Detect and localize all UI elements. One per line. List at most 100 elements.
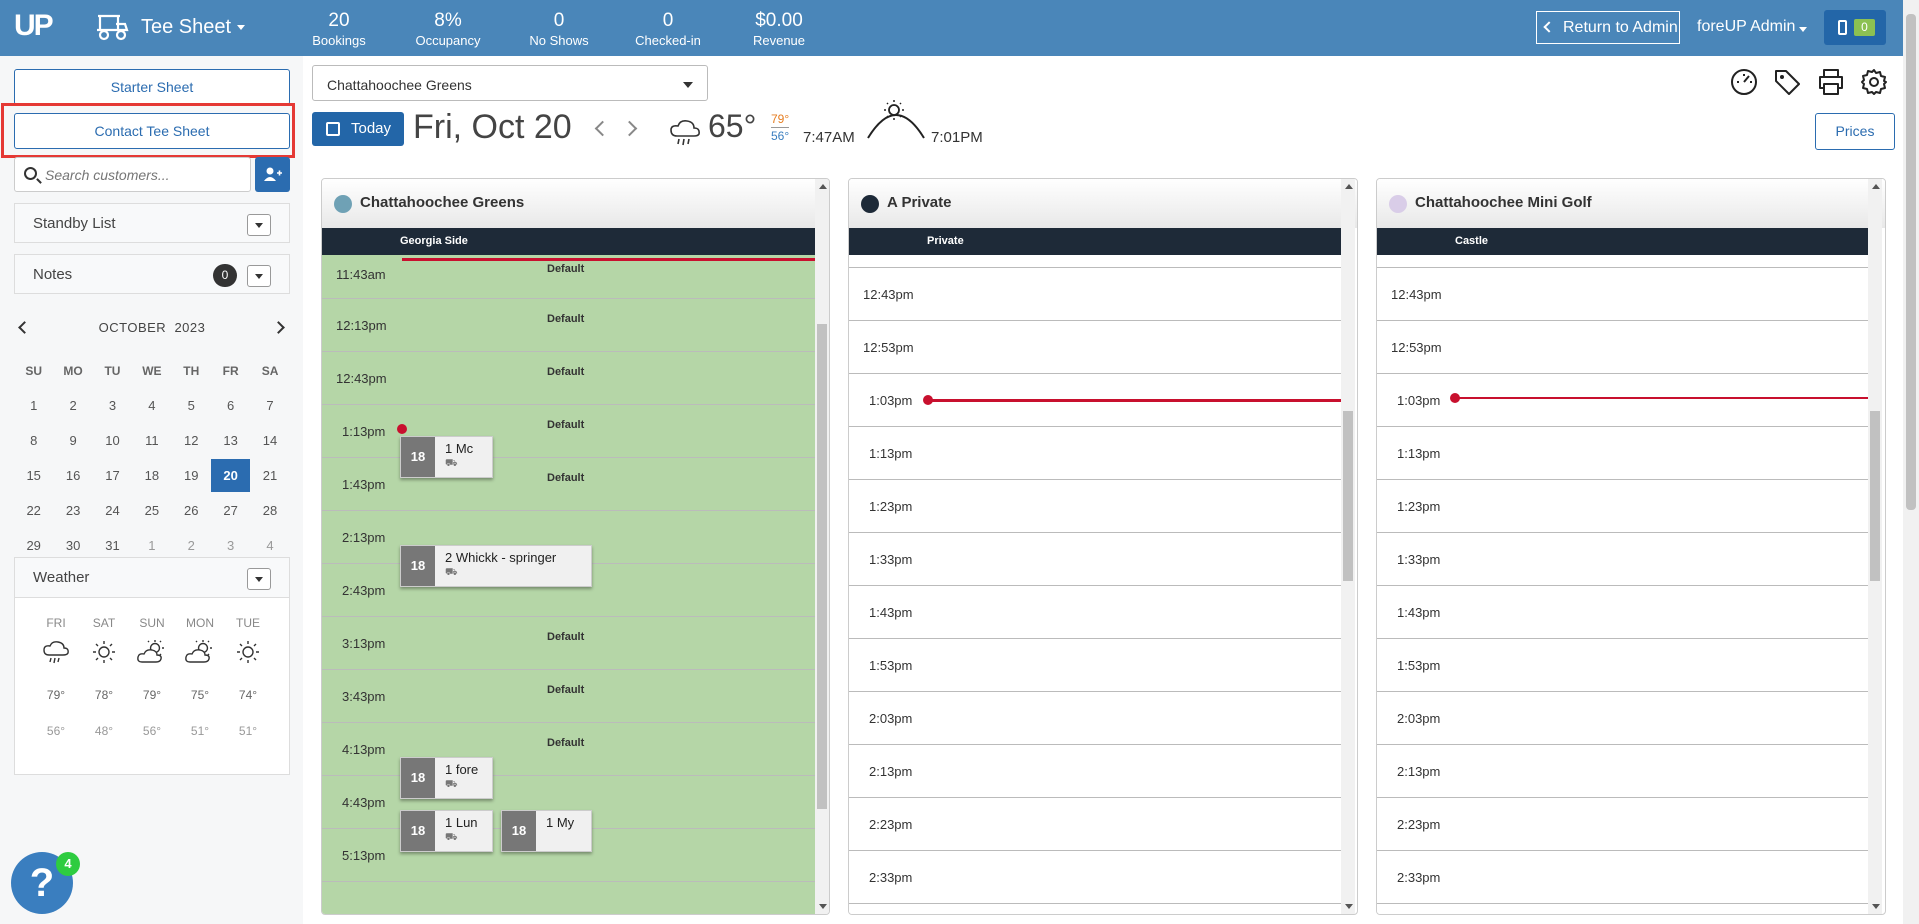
tee-time-slot[interactable]: 1:53pm	[849, 639, 1341, 692]
tee-time-slot[interactable]: 12:53pm	[1377, 321, 1868, 374]
calendar-day-selected[interactable]: 20	[210, 459, 251, 492]
search-input[interactable]	[45, 164, 245, 186]
calendar-day[interactable]: 25	[144, 503, 160, 518]
weather-header[interactable]: Weather	[15, 558, 289, 598]
calendar-day[interactable]: 12	[184, 433, 199, 448]
tee-time-slot[interactable]: 12:43pm	[849, 268, 1341, 321]
calendar-day[interactable]: 31	[105, 538, 120, 553]
contact-tee-sheet-button[interactable]: Contact Tee Sheet	[14, 113, 290, 149]
tee-time-slot[interactable]: 11:43am Default	[322, 255, 815, 299]
tee-time-slot[interactable]: 1:53pm	[1377, 639, 1868, 692]
calendar-day[interactable]: 1	[30, 398, 38, 413]
calendar-day[interactable]: 9	[69, 433, 77, 448]
scroll-up-arrow[interactable]	[819, 184, 827, 189]
tee-time-slot[interactable]: 1:33pm	[1377, 533, 1868, 586]
next-day-arrow[interactable]	[621, 120, 638, 137]
booking-card[interactable]: 18 2 Whickk - springer ⛟	[400, 545, 592, 587]
calendar-day[interactable]: 22	[26, 503, 41, 518]
calendar-day[interactable]: 8	[30, 433, 38, 448]
calendar-day[interactable]: 10	[105, 433, 120, 448]
chevron-down-icon[interactable]	[247, 265, 271, 287]
calendar-day[interactable]: 26	[184, 503, 199, 518]
tee-time-slot[interactable]: 12:43pm Default	[322, 352, 815, 405]
calendar-day[interactable]: 28	[262, 503, 278, 518]
chevron-down-icon[interactable]	[247, 568, 271, 590]
standby-list-panel[interactable]: Standby List	[14, 203, 290, 243]
booking-card[interactable]: 18 1 fore ⛟	[400, 757, 493, 799]
calendar-day-other-month[interactable]: 1	[148, 538, 156, 553]
tee-time-slot[interactable]: 2:03pm	[849, 692, 1341, 745]
notes-panel[interactable]: Notes 0	[14, 254, 290, 294]
calendar-day[interactable]: 11	[145, 433, 159, 448]
course-select[interactable]: Chattahoochee Greens	[312, 65, 708, 101]
page-scrollbar[interactable]	[1903, 0, 1919, 924]
tee-time-slot[interactable]: 1:43pm	[849, 586, 1341, 639]
starter-sheet-button[interactable]: Starter Sheet	[14, 69, 290, 105]
calendar-day[interactable]: 27	[223, 503, 238, 518]
booking-card[interactable]: 18 1 My	[501, 810, 592, 852]
scroll-up-arrow[interactable]	[1872, 184, 1880, 189]
chevron-down-icon[interactable]	[247, 214, 271, 236]
price-tag-icon[interactable]	[1772, 67, 1802, 97]
today-button[interactable]: Today	[312, 112, 404, 146]
tee-time-slot[interactable]: 2:13pm	[1377, 745, 1868, 798]
calendar-day[interactable]: 16	[65, 468, 81, 483]
calendar-day[interactable]: 14	[262, 433, 278, 448]
tee-time-slot[interactable]: 1:03pm	[1377, 374, 1868, 427]
tee-time-slot[interactable]: 2:23pm	[1377, 798, 1868, 851]
prev-day-arrow[interactable]	[594, 120, 611, 137]
tee-time-slot-partial[interactable]	[1377, 255, 1868, 268]
calendar-day-other-month[interactable]: 4	[266, 538, 274, 553]
tee-time-slot[interactable]: 1:23pm	[1377, 480, 1868, 533]
user-menu[interactable]: foreUP Admin	[1697, 18, 1796, 35]
tee-time-slot[interactable]: 2:33pm	[1377, 851, 1868, 904]
calendar-day[interactable]: 4	[148, 398, 156, 413]
scroll-thumb[interactable]	[1906, 14, 1916, 510]
tee-sheet-scrollbar[interactable]	[1868, 179, 1882, 914]
calendar-day[interactable]: 23	[65, 503, 81, 518]
tee-time-slot[interactable]: 1:13pm	[1377, 427, 1868, 480]
scroll-thumb[interactable]	[817, 324, 827, 809]
calendar-day[interactable]: 21	[262, 468, 278, 483]
tee-sheet-scrollbar[interactable]	[815, 179, 829, 914]
tee-time-slot-partial[interactable]	[849, 255, 1341, 268]
tee-time-slot[interactable]: 4:13pm Default	[322, 723, 815, 776]
dashboard-gauge-icon[interactable]	[1729, 67, 1759, 97]
calendar-day[interactable]: 3	[108, 398, 117, 413]
scroll-thumb[interactable]	[1343, 411, 1353, 581]
tee-time-slot[interactable]: 2:13pm	[849, 745, 1341, 798]
calendar-day[interactable]: 18	[144, 468, 160, 483]
calendar-day[interactable]: 30	[65, 538, 81, 553]
add-customer-button[interactable]	[255, 157, 290, 192]
scroll-down-arrow[interactable]	[819, 904, 827, 909]
mobile-notifications-button[interactable]: 0	[1824, 10, 1886, 45]
tee-time-slot[interactable]: 1:33pm	[849, 533, 1341, 586]
tee-time-slot[interactable]: 12:43pm	[1377, 268, 1868, 321]
tee-time-slot[interactable]: 3:43pm Default	[322, 670, 815, 723]
calendar-day[interactable]: 24	[105, 503, 120, 518]
return-to-admin-button[interactable]: Return to Admin	[1536, 11, 1680, 44]
printer-icon[interactable]	[1816, 67, 1846, 97]
booking-card[interactable]: 18 1 Lun ⛟	[400, 810, 493, 852]
calendar-day[interactable]: 5	[187, 398, 195, 413]
calendar-day[interactable]: 17	[105, 468, 120, 483]
calendar-day[interactable]: 2	[69, 398, 77, 413]
tee-time-slot[interactable]: 1:13pm	[849, 427, 1341, 480]
tee-sheet-scrollbar[interactable]	[1341, 179, 1355, 914]
scroll-up-arrow[interactable]	[1345, 184, 1353, 189]
golf-cart-icon[interactable]	[94, 12, 130, 42]
calendar-day[interactable]: 29	[26, 538, 41, 553]
chevron-down-icon[interactable]	[237, 25, 245, 30]
prices-button[interactable]: Prices	[1815, 113, 1895, 150]
tee-time-slot[interactable]: 1:23pm	[849, 480, 1341, 533]
tee-time-slot[interactable]: 2:33pm	[849, 851, 1341, 904]
calendar-day[interactable]: 19	[184, 468, 199, 483]
calendar-day[interactable]: 15	[26, 468, 41, 483]
foreup-logo[interactable]: UP	[14, 9, 54, 42]
calendar-day-other-month[interactable]: 2	[187, 538, 195, 553]
scroll-thumb[interactable]	[1870, 411, 1880, 581]
tee-time-slot[interactable]: 12:53pm	[849, 321, 1341, 374]
booking-card[interactable]: 18 1 Mc ⛟	[400, 436, 493, 478]
tee-time-slot[interactable]: 12:13pm Default	[322, 299, 815, 352]
tee-time-slot[interactable]: 2:03pm	[1377, 692, 1868, 745]
